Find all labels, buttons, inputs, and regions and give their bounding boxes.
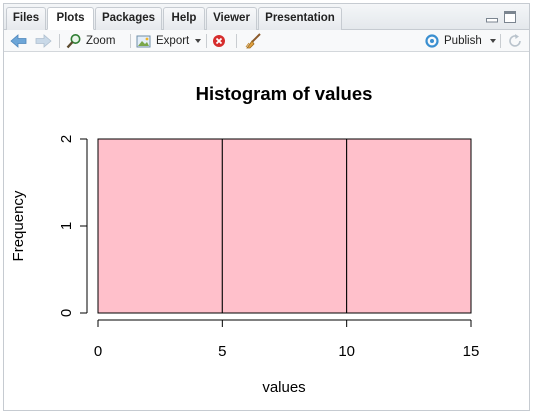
forward-button[interactable] xyxy=(34,30,52,52)
x-tick-label: 5 xyxy=(218,343,226,360)
clear-plots-button[interactable] xyxy=(244,30,262,52)
histogram-plot: Histogram of values values Frequency 0 5 1… xyxy=(10,83,480,396)
export-button[interactable]: Export xyxy=(136,30,204,52)
publish-button[interactable]: Publish xyxy=(424,30,500,52)
tab-packages[interactable]: Packages xyxy=(95,7,162,30)
arrow-right-icon xyxy=(35,34,52,48)
refresh-button[interactable] xyxy=(507,30,523,52)
x-axis-label: values xyxy=(262,379,305,396)
arrow-left-icon xyxy=(10,34,27,48)
histogram-bars xyxy=(97,138,472,314)
maximize-icon xyxy=(504,11,516,23)
zoom-button[interactable]: Zoom xyxy=(66,30,115,52)
publish-icon xyxy=(425,34,439,48)
y-tick-label: 0 xyxy=(58,309,75,317)
toolbar-separator xyxy=(236,34,237,48)
x-tick-label: 15 xyxy=(463,343,480,360)
broom-icon xyxy=(245,33,261,49)
magnifier-icon xyxy=(66,34,81,49)
maximize-pane-button[interactable] xyxy=(504,11,516,23)
back-button[interactable] xyxy=(10,30,28,52)
plots-pane: Files Plots Packages Help Viewer Present… xyxy=(3,3,530,411)
remove-plot-button[interactable] xyxy=(212,30,226,52)
minimize-pane-button[interactable] xyxy=(486,11,498,23)
histogram-bar xyxy=(221,138,348,314)
x-axis: 0 5 10 15 xyxy=(94,319,480,360)
publish-label: Publish xyxy=(444,35,482,47)
tab-help[interactable]: Help xyxy=(163,7,205,30)
y-tick-label: 1 xyxy=(58,222,75,230)
export-image-icon xyxy=(136,35,151,47)
refresh-icon xyxy=(509,34,521,47)
tab-presentation[interactable]: Presentation xyxy=(258,7,342,30)
chevron-down-icon xyxy=(489,39,496,43)
toolbar-separator xyxy=(206,34,207,48)
y-axis-label: Frequency xyxy=(10,190,27,261)
x-tick-label: 10 xyxy=(338,343,355,360)
chevron-down-icon xyxy=(195,39,202,43)
minimize-icon xyxy=(486,18,498,23)
tab-viewer[interactable]: Viewer xyxy=(206,7,257,30)
toolbar-separator xyxy=(130,34,131,48)
y-axis: 0 1 2 xyxy=(58,135,88,317)
chart-title: Histogram of values xyxy=(196,83,373,104)
tab-files[interactable]: Files xyxy=(6,7,46,30)
toolbar-separator xyxy=(59,34,60,48)
histogram-bar xyxy=(97,138,223,314)
plot-toolbar: Zoom Export xyxy=(4,30,529,52)
zoom-label: Zoom xyxy=(86,35,116,47)
delete-icon xyxy=(213,35,225,47)
tab-bar: Files Plots Packages Help Viewer Present… xyxy=(4,4,529,30)
toolbar-separator xyxy=(500,34,501,48)
tab-plots[interactable]: Plots xyxy=(47,7,94,30)
histogram-bar xyxy=(346,138,472,314)
export-label: Export xyxy=(156,35,190,47)
x-tick-label: 0 xyxy=(94,343,102,360)
y-tick-label: 2 xyxy=(58,135,75,143)
